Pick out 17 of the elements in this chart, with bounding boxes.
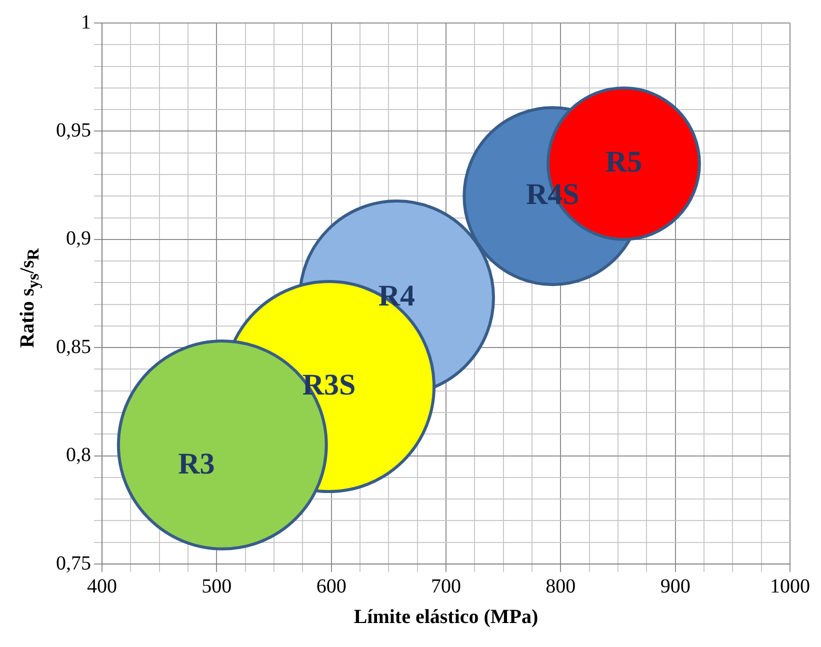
x-axis-title: Límite elástico (MPa)	[354, 606, 538, 628]
x-tick-label: 800	[546, 575, 576, 598]
y-tick-label: 0,8	[66, 444, 91, 466]
y-tick-label: 1	[81, 11, 91, 34]
x-tick-label: 900	[660, 575, 690, 598]
y-tick-label: 0,75	[56, 552, 91, 574]
y-tick-label: 0,95	[56, 119, 91, 142]
x-tick-label: 700	[431, 575, 461, 598]
series-label: R4	[378, 280, 416, 313]
x-tick-label: 400	[87, 575, 117, 598]
x-tick-label: 600	[316, 575, 346, 598]
series-label: R5	[605, 145, 642, 178]
x-tick-label: 1000	[770, 575, 810, 598]
x-tick-label: 500	[202, 575, 232, 598]
series-label: R3	[178, 448, 215, 481]
y-tick-label: 0,85	[56, 336, 91, 358]
y-tick-label: 0,9	[66, 228, 91, 250]
